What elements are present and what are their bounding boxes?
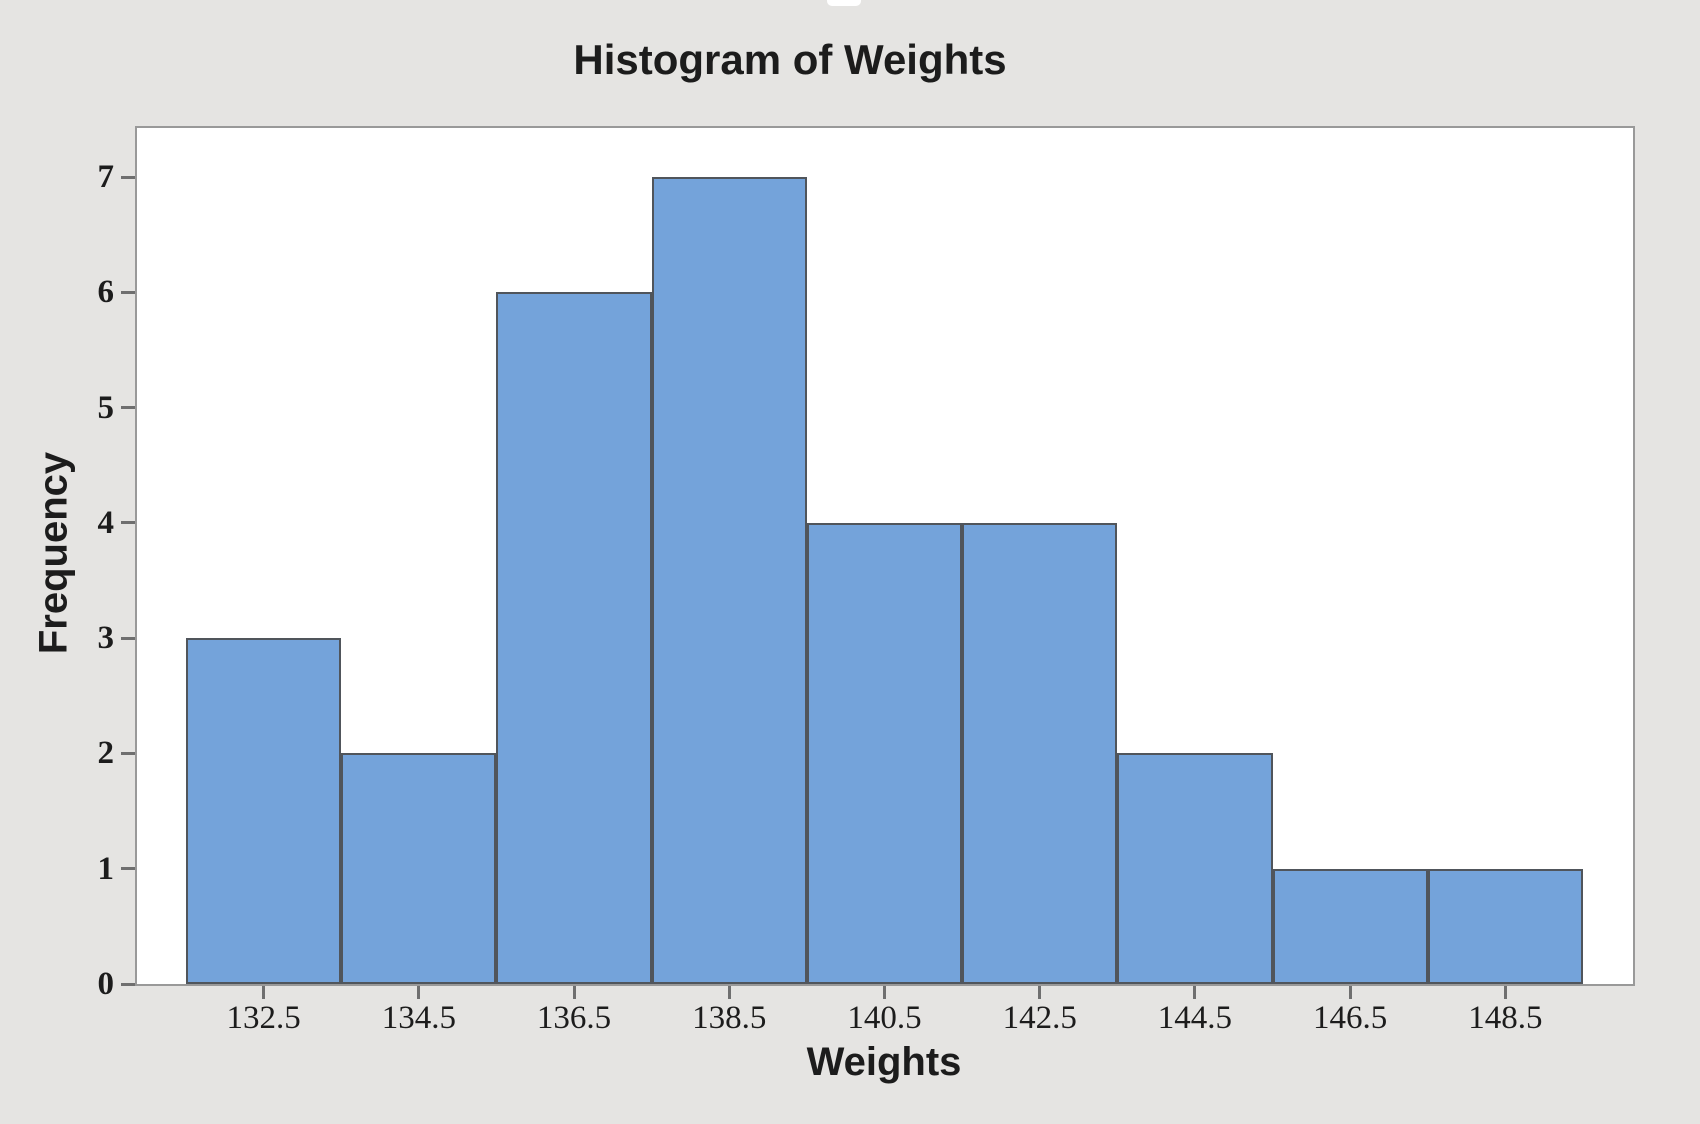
y-tick-mark — [121, 636, 135, 640]
y-tick-label: 7 — [97, 159, 115, 195]
x-tick-label: 144.5 — [1157, 1000, 1233, 1036]
y-tick-label: 6 — [97, 274, 115, 311]
x-tick-mark — [1503, 986, 1507, 999]
y-tick-label: 1 — [97, 850, 115, 887]
window-notch — [827, 0, 861, 6]
y-tick-mark — [121, 521, 135, 525]
chart-title: Histogram of Weights — [573, 36, 1007, 83]
x-tick-mark — [727, 986, 731, 999]
y-tick-label: 5 — [97, 389, 115, 426]
x-tick-label: 138.5 — [692, 1000, 767, 1036]
histogram-bar-142.5 — [962, 522, 1118, 984]
y-tick-label: 3 — [97, 620, 115, 657]
x-tick-mark — [882, 986, 886, 999]
histogram-bar-138.5 — [651, 177, 807, 984]
y-tick-mark — [121, 751, 135, 755]
x-tick-mark — [262, 986, 266, 999]
y-tick-mark — [121, 175, 135, 179]
x-tick-mark — [572, 986, 576, 999]
x-axis-title: Weights — [806, 1040, 962, 1084]
histogram-bar-140.5 — [806, 522, 963, 984]
x-tick-label: 142.5 — [1002, 1000, 1077, 1036]
x-tick-label: 148.5 — [1468, 1000, 1543, 1036]
y-tick-mark — [121, 867, 135, 871]
plot-area — [135, 126, 1635, 986]
x-tick-mark — [417, 986, 421, 999]
histogram-bar-132.5 — [186, 638, 342, 984]
x-tick-label: 146.5 — [1313, 1000, 1388, 1036]
x-tick-label: 136.5 — [536, 1000, 612, 1036]
histogram-bar-146.5 — [1272, 868, 1428, 984]
y-tick-mark — [121, 290, 135, 294]
histogram-bar-148.5 — [1427, 868, 1583, 984]
x-tick-label: 134.5 — [381, 1000, 456, 1036]
histogram-bar-136.5 — [496, 292, 652, 984]
y-tick-mark — [121, 982, 135, 986]
x-tick-mark — [1193, 986, 1197, 999]
histogram-bar-134.5 — [341, 753, 497, 984]
y-tick-mark — [121, 406, 135, 410]
y-tick-label: 2 — [97, 735, 115, 772]
y-tick-label: 4 — [97, 504, 115, 541]
x-tick-label: 132.5 — [226, 1000, 301, 1036]
y-tick-label: 0 — [97, 966, 115, 1002]
x-tick-mark — [1038, 986, 1042, 999]
histogram-bar-144.5 — [1117, 753, 1273, 984]
x-tick-mark — [1348, 986, 1352, 999]
x-tick-label: 140.5 — [847, 1000, 922, 1036]
